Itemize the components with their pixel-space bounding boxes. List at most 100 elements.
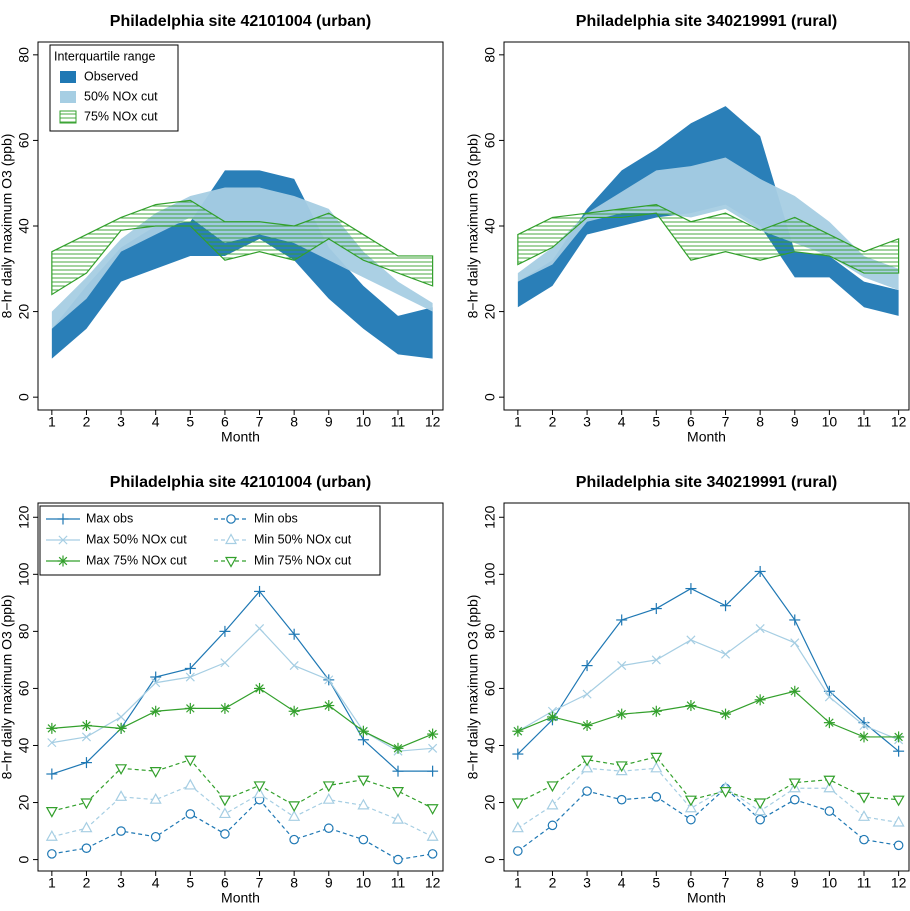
point — [892, 815, 905, 827]
marker-stroke — [81, 732, 92, 742]
y-tick-label: 0 — [482, 855, 498, 863]
marker-shape — [116, 826, 126, 836]
legend-label: Max obs — [86, 511, 133, 525]
point — [185, 672, 195, 682]
point — [150, 831, 161, 842]
y-tick-label: 80 — [482, 623, 498, 639]
marker-shape — [115, 764, 128, 776]
point — [254, 585, 266, 597]
point — [184, 702, 196, 714]
plot-frame — [503, 41, 910, 411]
point — [651, 655, 661, 665]
legend-swatch — [60, 91, 76, 103]
point — [754, 565, 766, 577]
marker-shape — [546, 781, 559, 793]
point — [754, 804, 767, 816]
marker-stroke — [359, 726, 368, 736]
series-line — [51, 759, 433, 812]
marker-stroke — [255, 684, 264, 693]
series-line — [51, 627, 433, 752]
y-tick-label: 120 — [482, 505, 498, 529]
marker-stroke — [289, 706, 299, 716]
point — [288, 810, 301, 821]
x-tick-label: 8 — [756, 875, 764, 891]
marker-shape — [859, 834, 869, 845]
point — [651, 792, 662, 802]
point — [616, 614, 628, 626]
point — [357, 798, 370, 810]
marker-shape — [391, 812, 405, 824]
marker-stroke — [186, 704, 195, 713]
marker-shape — [149, 792, 162, 804]
point — [116, 826, 126, 836]
point — [324, 675, 334, 685]
series-line — [517, 690, 899, 738]
x-tick-label: 4 — [618, 875, 626, 891]
y-tick-label: 0 — [16, 855, 32, 863]
point — [685, 583, 697, 595]
marker-stroke — [116, 724, 126, 733]
marker-stroke — [686, 701, 696, 710]
point — [184, 778, 197, 790]
point — [426, 804, 439, 815]
point — [790, 638, 800, 648]
series-line — [51, 590, 433, 775]
point — [80, 720, 92, 732]
x-tick-label: 2 — [83, 875, 91, 891]
point — [357, 775, 370, 787]
marker-stroke — [582, 721, 592, 730]
point — [720, 649, 731, 659]
point — [150, 705, 162, 717]
marker-shape — [615, 761, 628, 773]
legend-title: Interquartile range — [54, 49, 156, 63]
marker-stroke — [428, 743, 438, 753]
x-axis-label: Month — [221, 429, 260, 445]
marker-stroke — [755, 695, 765, 705]
marker-shape — [427, 849, 438, 859]
x-tick-label: 8 — [290, 875, 298, 891]
x-tick-label: 3 — [583, 875, 591, 891]
marker-stroke — [513, 726, 523, 736]
point — [392, 765, 404, 777]
series-line — [51, 798, 433, 861]
marker-shape — [581, 761, 594, 773]
series-line — [517, 627, 899, 741]
legend-label: Max 50% NOx cut — [86, 532, 187, 546]
marker-stroke — [47, 724, 57, 733]
point — [513, 846, 523, 856]
plot-frame — [37, 502, 444, 872]
marker-stroke — [617, 709, 626, 719]
marker-shape — [684, 795, 697, 807]
marker-shape — [892, 815, 905, 827]
marker-shape — [686, 814, 696, 825]
point — [650, 752, 663, 764]
point — [547, 820, 558, 831]
legend-label: Observed — [84, 69, 138, 83]
point — [719, 787, 732, 798]
x-tick-label: 2 — [83, 414, 91, 430]
x-tick-label: 11 — [857, 875, 872, 891]
marker-shape — [684, 801, 697, 813]
point — [46, 768, 58, 780]
point — [184, 755, 197, 767]
point — [184, 662, 196, 674]
x-tick-label: 5 — [652, 875, 660, 891]
point — [824, 806, 835, 816]
marker-shape — [754, 804, 767, 816]
legend: Interquartile range Observed 50% NOx cut 75… — [49, 44, 179, 132]
marker-shape — [220, 829, 230, 839]
marker-stroke — [825, 718, 834, 727]
marker-stroke — [894, 732, 903, 742]
point — [615, 761, 628, 773]
point — [823, 781, 836, 793]
series-line — [517, 756, 899, 804]
point — [893, 840, 904, 851]
x-tick-label: 3 — [583, 414, 591, 430]
point — [149, 792, 162, 804]
point — [47, 849, 57, 859]
marker-shape — [581, 755, 594, 767]
y-tick-label: 60 — [482, 680, 498, 696]
marker-shape — [651, 792, 662, 802]
point — [115, 722, 127, 734]
point — [116, 712, 126, 722]
